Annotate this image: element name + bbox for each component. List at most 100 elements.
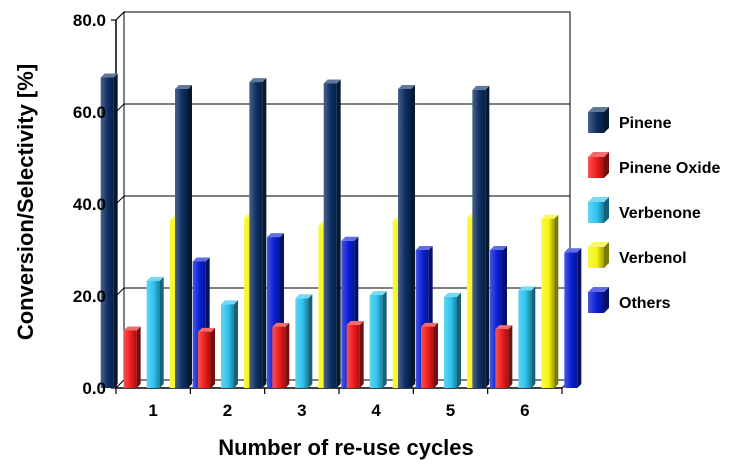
legend: Pinene Pinene Oxide Verbenone Verbenol Other… — [588, 107, 720, 313]
legend-label: Others — [619, 295, 671, 312]
legend-swatch — [588, 202, 604, 223]
bar — [541, 214, 559, 388]
bar — [295, 294, 313, 388]
bar-side — [188, 85, 192, 388]
y-tick-label: 0.0 — [82, 379, 106, 398]
legend-label: Pinene — [619, 115, 672, 132]
bar-side — [262, 78, 267, 388]
legend-swatch-side — [604, 197, 609, 223]
bar-top — [272, 322, 290, 327]
bar-top — [221, 300, 238, 305]
bar — [444, 292, 461, 388]
x-tick-label: 6 — [520, 401, 529, 420]
legend-swatch-side — [604, 287, 609, 313]
bar-top — [398, 85, 415, 89]
bar-side — [554, 214, 559, 388]
gridline — [115, 195, 570, 205]
legend-label: Pinene Oxide — [619, 160, 720, 177]
bar — [495, 325, 513, 388]
bar-top — [249, 78, 267, 83]
legend-item: Verbenol — [588, 242, 687, 268]
bar — [249, 78, 267, 388]
bar-top — [421, 322, 438, 327]
y-tick-label: 40.0 — [73, 195, 106, 214]
bar — [369, 291, 387, 388]
bar-front — [323, 83, 337, 388]
bar-front — [295, 298, 309, 388]
x-tick-label: 2 — [223, 401, 232, 420]
bar-top — [518, 286, 536, 291]
bar-front — [518, 290, 532, 388]
bar-side — [508, 325, 513, 388]
bar — [175, 85, 192, 388]
bar — [323, 79, 341, 388]
x-tick-label: 1 — [148, 401, 157, 420]
bar-front — [421, 326, 434, 388]
bar-top — [415, 246, 433, 250]
bar-side — [211, 327, 215, 388]
bar-side — [159, 276, 164, 388]
bar — [564, 248, 582, 388]
bar-side — [577, 248, 582, 388]
bar — [198, 327, 215, 388]
y-tick-label: 80.0 — [73, 11, 106, 30]
legend-swatch — [588, 157, 604, 178]
bar-side — [531, 286, 536, 388]
bar-front — [221, 304, 234, 388]
bar-top — [495, 325, 513, 330]
bar-front — [346, 324, 360, 388]
bar-top — [323, 79, 341, 84]
bar — [123, 326, 141, 388]
bar — [272, 322, 290, 388]
bar — [398, 85, 415, 388]
bar-front — [123, 330, 137, 388]
legend-item: Verbenone — [588, 197, 701, 223]
legend-swatch — [588, 292, 604, 313]
bar-top — [295, 294, 313, 299]
legend-swatch — [588, 247, 604, 268]
legend-label: Verbenone — [619, 205, 701, 222]
bar-front — [198, 331, 211, 388]
bar-front — [398, 89, 411, 388]
bar-top — [490, 246, 507, 250]
bar-top — [146, 276, 164, 281]
bar — [472, 85, 490, 389]
bar-front — [444, 296, 457, 388]
gridline — [115, 11, 570, 21]
bar-top — [369, 291, 387, 296]
legend-swatch-top — [588, 197, 609, 202]
bar-front — [472, 89, 486, 389]
legend-item: Pinene — [588, 107, 672, 133]
bar-side — [411, 85, 415, 388]
bar-side — [485, 85, 490, 389]
bar-top — [346, 320, 364, 325]
y-tick-label: 20.0 — [73, 287, 106, 306]
bar — [100, 73, 118, 388]
legend-swatch-top — [588, 152, 609, 157]
legend-swatch-top — [588, 242, 609, 247]
bar-top — [564, 248, 582, 253]
legend-swatch-top — [588, 107, 609, 112]
legend-label: Verbenol — [619, 250, 687, 267]
bars — [100, 73, 582, 389]
bar-side — [457, 292, 461, 388]
bar-top — [198, 327, 215, 332]
legend-swatch-side — [604, 242, 609, 268]
bar-top — [123, 326, 141, 331]
bar-top — [472, 85, 490, 90]
gridline — [115, 103, 570, 113]
bar-side — [285, 322, 290, 388]
x-tick-label: 3 — [297, 401, 306, 420]
bar-top — [192, 257, 210, 262]
bar — [421, 322, 438, 388]
bar-top — [341, 236, 359, 241]
bar-side — [336, 79, 341, 388]
bar — [346, 320, 364, 388]
bar-top — [175, 85, 192, 89]
bar-front — [369, 295, 383, 388]
legend-item: Pinene Oxide — [588, 152, 720, 178]
bar — [518, 286, 536, 388]
bar-top — [444, 292, 461, 297]
